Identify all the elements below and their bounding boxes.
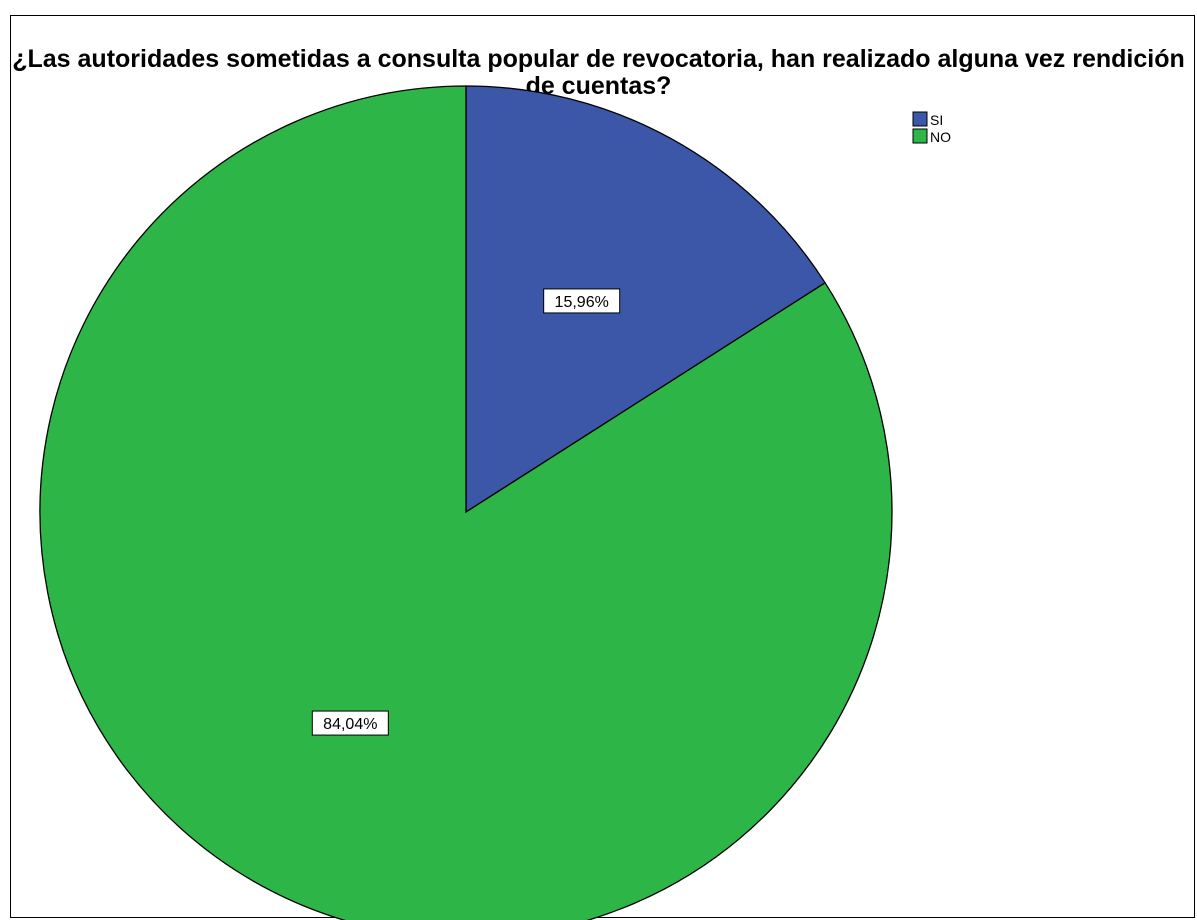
pie-slice-si — [465, 85, 827, 514]
value-label-box-si — [543, 288, 621, 314]
value-label-box-no — [311, 710, 389, 736]
legend-swatch-si — [912, 111, 928, 127]
value-label-no: 84,04% — [323, 716, 377, 733]
legend-label-no: NO — [930, 129, 951, 145]
chart-title: ¿Las autoridades sometidas a consulta po… — [12, 45, 1185, 100]
slice-value-labels: 15,96% 84,04% — [311, 288, 621, 736]
pie-slice-no — [39, 85, 893, 920]
legend-label-si: SI — [930, 112, 943, 128]
legend-swatch-no — [912, 128, 928, 144]
pie-slices — [39, 85, 893, 920]
value-label-si: 15,96% — [555, 294, 609, 311]
